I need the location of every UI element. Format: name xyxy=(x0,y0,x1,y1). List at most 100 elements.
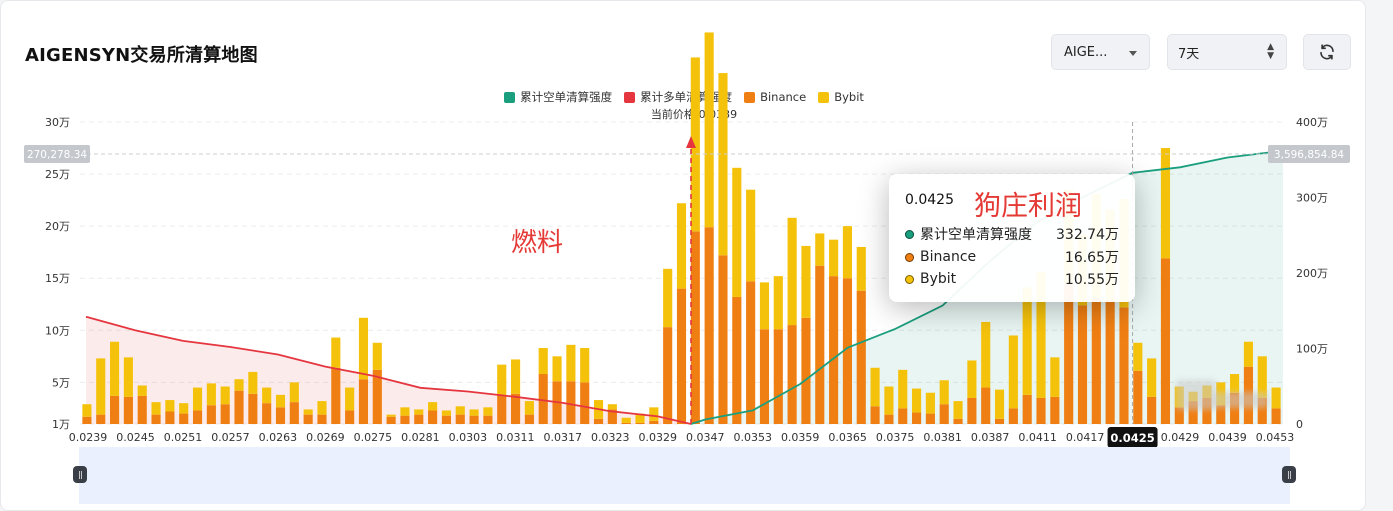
x-tick-label: 0.0365 xyxy=(828,431,867,444)
bar-bybit xyxy=(552,356,562,382)
period-select[interactable]: 7天 ▲ ▼ xyxy=(1167,34,1287,70)
bar-bybit xyxy=(898,369,908,409)
x-tick-label: 0.0381 xyxy=(923,431,962,444)
x-tick-label: 0.0417 xyxy=(1066,431,1105,444)
range-handle-right[interactable]: || xyxy=(1282,466,1296,483)
bar-bybit xyxy=(580,347,590,383)
bar-bybit xyxy=(981,321,991,388)
bar-binance xyxy=(1050,396,1060,424)
bar-bybit xyxy=(787,217,797,326)
bar-bybit xyxy=(842,226,852,279)
bar-bybit xyxy=(1050,357,1060,397)
symbol-select[interactable]: AIGE... xyxy=(1051,34,1150,70)
tooltip-row-short: 累计空单清算强度 332.74万 xyxy=(905,224,1119,244)
bar-binance xyxy=(1216,405,1226,424)
tooltip-label: 累计空单清算强度 xyxy=(920,227,1032,243)
bar-bybit xyxy=(151,402,161,415)
refresh-button[interactable] xyxy=(1303,34,1351,70)
bar-binance xyxy=(787,325,797,424)
bar-binance xyxy=(829,276,839,424)
x-tick-label: 0.0257 xyxy=(211,431,250,444)
y-left-tick-label: 10万 xyxy=(45,324,70,337)
bar-bybit xyxy=(1147,358,1157,397)
annotation-profit: 狗庄利润 xyxy=(974,191,1082,222)
bar-bybit xyxy=(635,413,645,423)
long-cumulative-line xyxy=(85,315,692,425)
bar-binance xyxy=(165,411,175,424)
bar-bybit xyxy=(441,410,451,416)
x-tick-label: 0.0263 xyxy=(259,431,298,444)
annotation-fuel: 燃料 xyxy=(511,228,564,258)
bar-binance xyxy=(607,409,617,424)
ref-label-right-bg xyxy=(1268,145,1350,163)
up-down-arrows-icon: ▲ ▼ xyxy=(1267,42,1274,61)
bar-bybit xyxy=(303,409,313,415)
bar-binance xyxy=(455,414,465,424)
bar-bybit xyxy=(801,245,811,318)
bar-binance xyxy=(718,255,728,424)
bar-binance xyxy=(912,412,922,424)
bar-binance xyxy=(566,381,576,424)
bar-binance xyxy=(1036,397,1046,424)
bar-bybit xyxy=(815,233,825,266)
bar-binance xyxy=(981,387,991,424)
range-handle-left[interactable]: || xyxy=(73,466,87,483)
bar-bybit xyxy=(856,246,866,291)
x-tick-label: 0.0281 xyxy=(401,431,440,444)
period-select-value: 7天 xyxy=(1178,46,1200,62)
bar-binance xyxy=(704,227,714,424)
legend-item[interactable]: Bybit xyxy=(818,90,864,104)
bar-binance xyxy=(1160,258,1171,424)
legend-swatch xyxy=(624,91,636,103)
ref-label-right: 3,596,854.84 xyxy=(1274,149,1344,161)
bar-binance xyxy=(317,414,327,424)
blurred-watermark xyxy=(1213,392,1268,408)
bar-binance xyxy=(1147,396,1157,424)
bar-bybit xyxy=(967,360,977,398)
bar-binance xyxy=(1064,283,1074,424)
bar-bybit xyxy=(829,239,839,277)
bar-binance xyxy=(649,420,659,424)
bar-binance xyxy=(538,374,548,424)
bar-binance xyxy=(870,406,880,424)
tooltip-price: 0.0425 xyxy=(905,192,954,208)
tooltip-value: 10.55万 xyxy=(1064,272,1119,288)
bar-bybit xyxy=(912,388,922,413)
bar-bybit xyxy=(884,386,894,415)
y-right-tick-label: 100万 xyxy=(1296,343,1328,356)
bar-binance xyxy=(137,395,147,424)
bar-binance xyxy=(925,413,935,424)
bar-bybit xyxy=(566,344,576,382)
bar-bybit xyxy=(939,380,949,405)
bar-bybit xyxy=(1230,374,1240,393)
y-left-tick-label: 5万 xyxy=(52,376,70,389)
bar-binance xyxy=(428,410,438,424)
bar-bybit xyxy=(773,276,783,330)
range-slider[interactable] xyxy=(79,447,1290,504)
bar-bybit xyxy=(1008,335,1018,409)
bar-binance xyxy=(1133,370,1143,424)
x-tick-label: 0.0353 xyxy=(733,431,772,444)
blurred-watermark xyxy=(1176,380,1216,410)
bar-bybit xyxy=(110,341,120,396)
legend-item[interactable]: 累计空单清算强度 xyxy=(504,89,612,105)
bar-bybit xyxy=(179,403,189,414)
x-tick-label-highlight: 0.0425 xyxy=(1110,431,1154,445)
x-tick-label: 0.0387 xyxy=(971,431,1010,444)
bar-bybit xyxy=(621,417,631,423)
bar-bybit xyxy=(123,357,133,397)
x-tick-label: 0.0269 xyxy=(306,431,345,444)
bar-bybit xyxy=(704,32,714,228)
bar-binance xyxy=(663,327,673,424)
x-tick-label: 0.0245 xyxy=(116,431,155,444)
x-tick-label: 0.0329 xyxy=(639,431,678,444)
bar-binance xyxy=(746,281,756,424)
legend-item[interactable]: Binance xyxy=(744,90,806,104)
bar-binance xyxy=(1271,408,1281,424)
x-tick-label: 0.0359 xyxy=(781,431,820,444)
bar-binance xyxy=(635,422,645,424)
x-tick-label: 0.0317 xyxy=(544,431,583,444)
bar-bybit xyxy=(870,367,880,407)
bar-bybit xyxy=(386,414,396,417)
